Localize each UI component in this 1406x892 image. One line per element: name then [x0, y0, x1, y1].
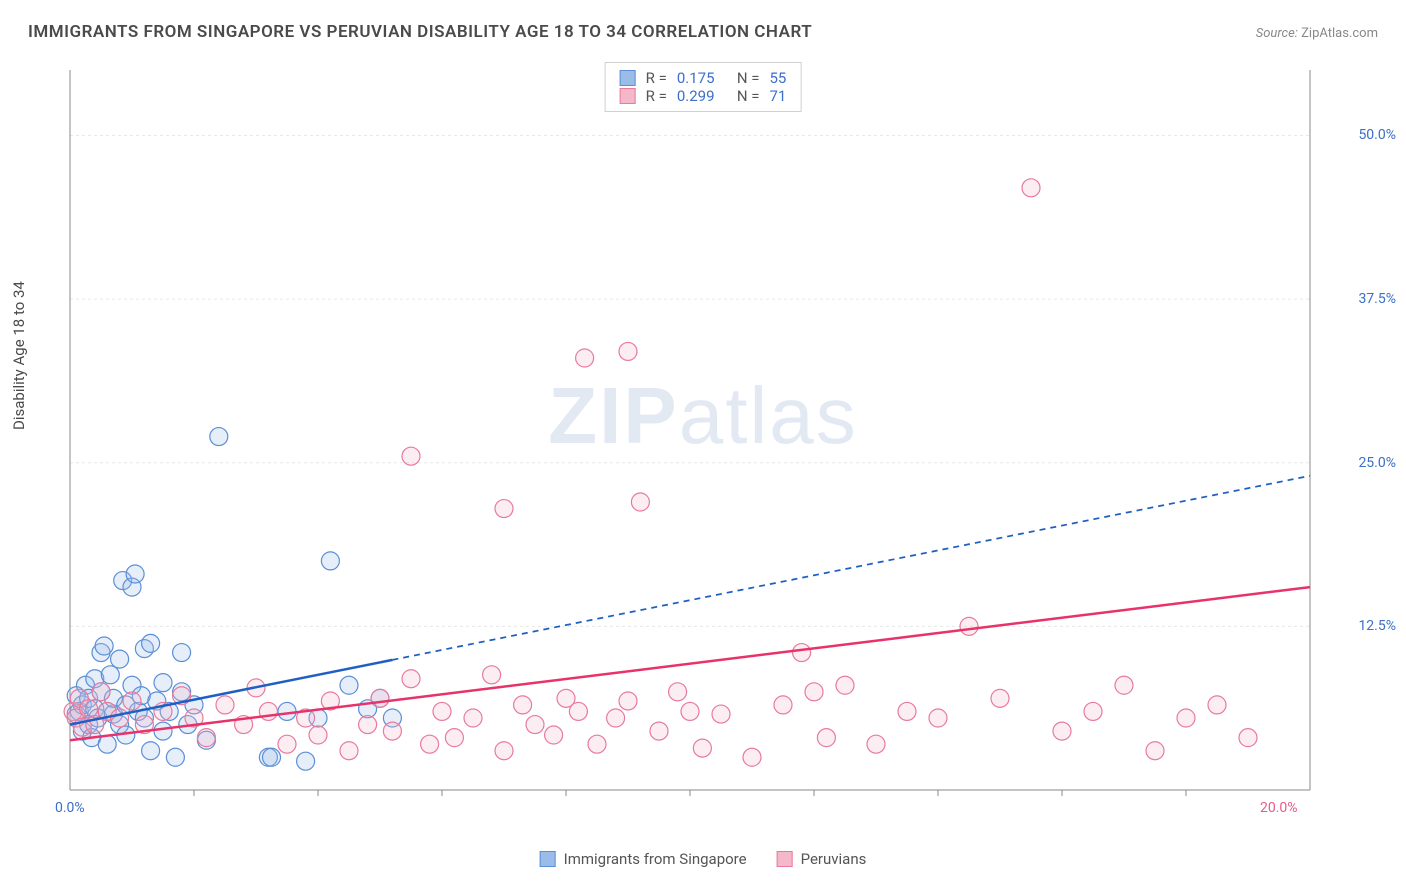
n-value: 55: [769, 69, 786, 87]
y-tick-label: 12.5%: [1358, 618, 1396, 634]
r-value: 0.175: [677, 69, 727, 87]
x-tick-right-label: 20.0%: [1260, 800, 1298, 816]
source-label: Source:: [1256, 26, 1298, 41]
y-tick-label: 25.0%: [1358, 455, 1396, 471]
n-value: 71: [769, 87, 786, 105]
scatter-plot: [50, 60, 1380, 820]
y-tick-label: 37.5%: [1358, 291, 1396, 307]
y-tick-label: 50.0%: [1358, 127, 1396, 143]
source-value: ZipAtlas.com: [1301, 26, 1378, 41]
n-label: N =: [737, 69, 760, 87]
y-axis-label: Disability Age 18 to 34: [10, 281, 28, 430]
series-legend: Immigrants from Singapore Peruvians: [540, 850, 867, 868]
legend-item: Peruvians: [777, 850, 867, 868]
legend-swatch: [620, 70, 636, 86]
correlation-legend: R = 0.175 N = 55 R = 0.299 N = 71: [605, 62, 802, 112]
n-label: N =: [737, 87, 760, 105]
legend-item: Immigrants from Singapore: [540, 850, 747, 868]
x-tick-left-label: 0.0%: [55, 800, 85, 816]
chart-title: IMMIGRANTS FROM SINGAPORE VS PERUVIAN DI…: [28, 22, 812, 42]
legend-swatch: [777, 851, 793, 867]
source-attribution: Source: ZipAtlas.com: [1256, 26, 1378, 41]
legend-label: Peruvians: [801, 850, 867, 868]
legend-label: Immigrants from Singapore: [564, 850, 747, 868]
r-label: R =: [646, 87, 667, 105]
legend-swatch: [620, 88, 636, 104]
r-label: R =: [646, 69, 667, 87]
legend-swatch: [540, 851, 556, 867]
r-value: 0.299: [677, 87, 727, 105]
legend-stat-row: R = 0.175 N = 55: [620, 69, 787, 87]
legend-stat-row: R = 0.299 N = 71: [620, 87, 787, 105]
